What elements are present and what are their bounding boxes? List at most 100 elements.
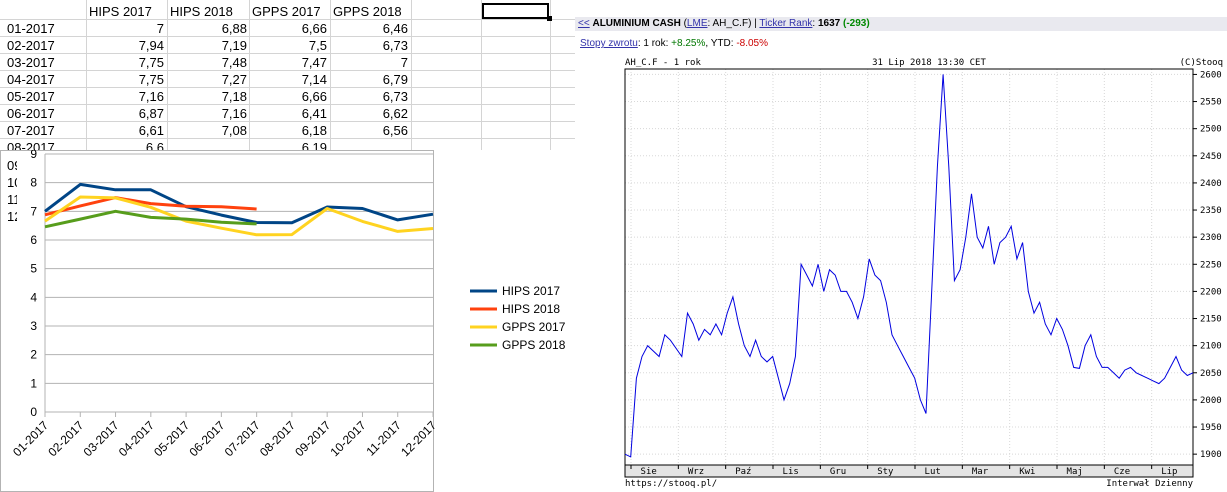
data-cell[interactable]: 7,94 (138, 38, 164, 53)
month-label: Maj (1067, 467, 1083, 477)
data-cell[interactable]: 6,88 (221, 21, 247, 36)
clipped-row-label: 11 (7, 192, 17, 207)
data-cell[interactable]: 6,66 (301, 89, 327, 104)
stooq-chart-panel: << ALUMINIUM CASH (LME: AH_C.F) | Ticker… (575, 0, 1227, 492)
price-line (624, 74, 1194, 458)
row-label[interactable]: 03-2017 (7, 55, 55, 70)
returns-1y-label: : 1 rok: (637, 38, 672, 49)
legend-label: HIPS 2018 (502, 302, 560, 316)
data-cell[interactable]: 6,66 (301, 21, 327, 36)
data-cell[interactable]: 7,08 (221, 123, 247, 138)
column-header-gpps-2017[interactable]: GPPS 2017 (252, 4, 321, 19)
data-cell[interactable]: 6,46 (382, 21, 408, 36)
data-cell[interactable]: 6,87 (138, 106, 164, 121)
price-tick-label: 2400 (1200, 179, 1222, 189)
column-header-hips-2018[interactable]: HIPS 2018 (170, 4, 233, 19)
returns-line: Stopy zwrotu: 1 rok: +8.25%, YTD: -8.05% (580, 38, 768, 49)
embedded-line-chart[interactable]: 0 1 2 3 4 5 6 7 8 9 01-2017 02-2017 03-2017 04-2017 05… (0, 150, 575, 492)
row-label[interactable]: 02-2017 (7, 38, 55, 53)
instrument-name: ALUMINIUM CASH (592, 18, 681, 29)
data-cell[interactable]: 7,5 (308, 38, 327, 53)
month-label: Sty (877, 467, 894, 477)
returns-ytd-label: , YTD: (705, 38, 737, 49)
price-plot-frame (624, 68, 1194, 466)
data-cell[interactable]: 7,75 (138, 72, 164, 87)
legend-label: HIPS 2017 (502, 284, 560, 298)
series-line-gpps-2018 (44, 209, 257, 229)
month-label: Lip (1161, 467, 1177, 477)
month-label: Mar (972, 467, 989, 477)
month-label: Lis (783, 467, 799, 477)
data-cell[interactable]: 6,62 (382, 106, 408, 121)
month-label: Lut (925, 467, 941, 477)
price-chart-date: 31 Lip 2018 13:30 CET (872, 58, 986, 68)
y-tick-label: 2 (30, 348, 37, 362)
month-axis-bar (624, 464, 1194, 478)
data-cell[interactable]: 7,27 (221, 72, 247, 87)
clipped-row-label: 10 (7, 175, 17, 190)
returns-ytd-value: -8.05% (736, 38, 768, 49)
price-tick-label: 2150 (1200, 315, 1222, 325)
price-tick-label: 2300 (1200, 233, 1222, 243)
price-tick-label: 2050 (1200, 369, 1222, 379)
line-chart-svg: 012345678901-201702-201703-201704-201705… (0, 150, 566, 492)
data-cell[interactable]: 7,18 (221, 89, 247, 104)
data-cell[interactable]: 7 (400, 55, 408, 70)
y-tick-label: 0 (30, 405, 37, 419)
column-header-gpps-2018[interactable]: GPPS 2018 (333, 4, 402, 19)
row-label[interactable]: 04-2017 (7, 72, 55, 87)
data-cell[interactable]: 6,41 (301, 106, 327, 121)
month-label: Cze (1114, 467, 1130, 477)
series-line-hips-2017 (44, 182, 434, 225)
stooq-header: << ALUMINIUM CASH (LME: AH_C.F) | Ticker… (575, 17, 1227, 31)
y-tick-label: 9 (30, 150, 37, 161)
ticker-rank-value: 1637 (817, 18, 841, 29)
price-tick-label: 2450 (1200, 152, 1222, 162)
selected-cell[interactable] (482, 3, 549, 19)
price-chart-copyright: (C)Stooq (1180, 58, 1223, 68)
series-line-hips-2018 (44, 196, 257, 217)
data-cell[interactable]: 7,48 (221, 55, 247, 70)
month-label: Paź (735, 467, 751, 477)
y-tick-label: 4 (30, 290, 37, 304)
row-label[interactable]: 05-2017 (7, 89, 55, 104)
month-label: Gru (830, 467, 846, 477)
data-cell[interactable]: 7,47 (301, 55, 327, 70)
price-tick-label: 2500 (1200, 125, 1222, 135)
ticker-rank-link[interactable]: Ticker Rank (759, 18, 813, 29)
price-tick-label: 2000 (1200, 396, 1222, 406)
data-cell[interactable]: 7,14 (301, 72, 327, 87)
data-cell[interactable]: 7,19 (221, 38, 247, 53)
data-cell[interactable]: 7 (156, 21, 164, 36)
data-cell[interactable]: 6,61 (138, 123, 164, 138)
data-cell[interactable]: 6,73 (382, 89, 408, 104)
data-cell[interactable]: 6,79 (382, 72, 408, 87)
data-cell[interactable]: 7,16 (221, 106, 247, 121)
data-cell[interactable]: 6,56 (382, 123, 408, 138)
footer-interval: Interwał Dzienny (1106, 479, 1193, 489)
month-label: Wrz (688, 467, 704, 477)
ticker-rank-change: (-293) (842, 18, 870, 29)
clipped-row-label: 09 (7, 158, 17, 173)
data-cell[interactable]: 7,16 (138, 89, 164, 104)
y-tick-label: 8 (30, 176, 37, 190)
legend-label: GPPS 2018 (502, 338, 566, 352)
returns-link[interactable]: Stopy zwrotu (580, 38, 638, 49)
row-label[interactable]: 01-2017 (7, 21, 55, 36)
exchange-link[interactable]: LME (686, 18, 708, 29)
y-tick-label: 7 (30, 204, 37, 218)
data-cell[interactable]: 6,18 (301, 123, 327, 138)
y-tick-label: 6 (30, 233, 37, 247)
row-label[interactable]: 07-2017 (7, 123, 55, 138)
data-cell[interactable]: 7,75 (138, 55, 164, 70)
back-link[interactable]: << (578, 18, 590, 29)
data-cell[interactable]: 6,73 (382, 38, 408, 53)
column-header-hips-2017[interactable]: HIPS 2017 (89, 4, 152, 19)
price-tick-label: 1950 (1200, 423, 1222, 433)
fill-handle[interactable] (547, 16, 552, 21)
clipped-row-labels: 09 10 11 12 (0, 150, 20, 230)
row-label[interactable]: 06-2017 (7, 106, 55, 121)
month-label: Sie (641, 467, 657, 477)
series-line-gpps-2017 (44, 195, 434, 237)
y-tick-label: 5 (30, 262, 37, 276)
